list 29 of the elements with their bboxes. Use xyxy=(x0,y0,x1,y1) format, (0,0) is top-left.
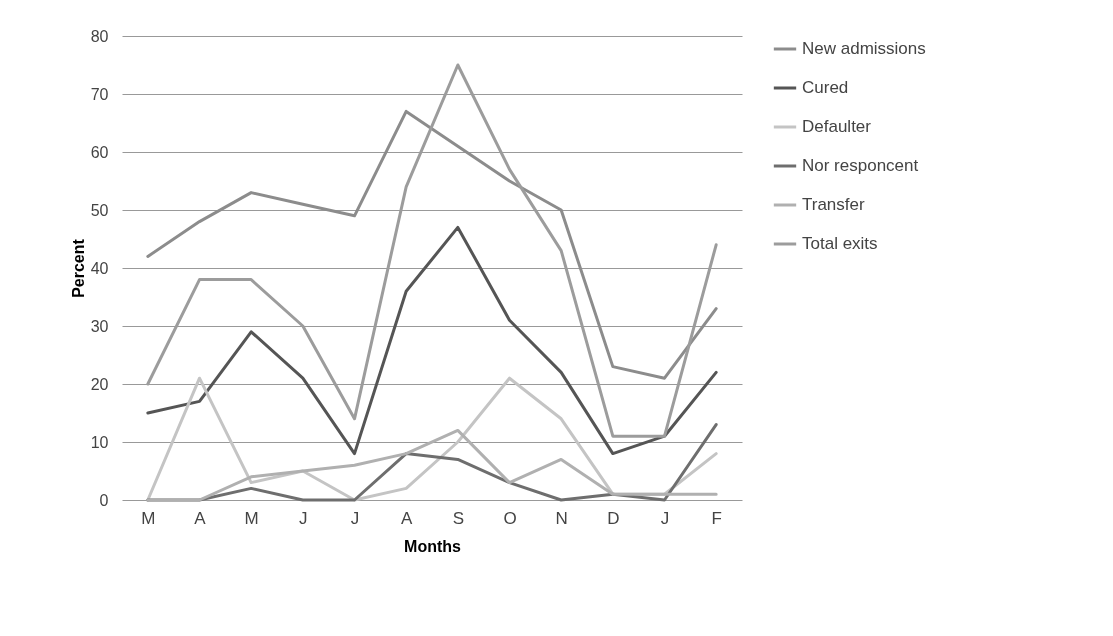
x-tick-label: F xyxy=(711,508,722,528)
x-tick-label: J xyxy=(350,508,360,528)
y-tick-label: 70 xyxy=(90,85,109,103)
legend-label: Transfer xyxy=(802,195,865,214)
x-tick-label: N xyxy=(555,508,568,528)
legend-label: Defaulter xyxy=(802,117,872,136)
y-tick-label: 60 xyxy=(90,143,109,161)
x-tick-label: D xyxy=(607,508,620,528)
x-tick-label: M xyxy=(141,508,156,528)
x-tick-label: J xyxy=(660,508,670,528)
y-tick-label: 40 xyxy=(90,259,109,277)
x-axis-title: Months xyxy=(404,537,462,555)
legend-label: Nor responcent xyxy=(802,156,919,175)
y-tick-label: 20 xyxy=(90,375,109,393)
y-tick-label: 50 xyxy=(90,201,109,219)
legend-label: Total exits xyxy=(802,234,878,253)
y-axis-title: Percent xyxy=(69,238,87,298)
x-tick-label: A xyxy=(400,508,413,528)
legend-label: Cured xyxy=(802,78,849,97)
y-tick-label: 0 xyxy=(99,491,109,509)
x-tick-label: A xyxy=(194,508,207,528)
y-tick-label: 30 xyxy=(90,317,109,335)
y-tick-label: 80 xyxy=(90,27,109,45)
x-tick-label: J xyxy=(299,508,308,528)
x-tick-label: O xyxy=(503,508,517,528)
x-tick-label: S xyxy=(452,508,465,528)
y-tick-label: 10 xyxy=(90,433,109,451)
x-tick-label: M xyxy=(244,508,259,528)
legend-label: New admissions xyxy=(802,39,926,58)
